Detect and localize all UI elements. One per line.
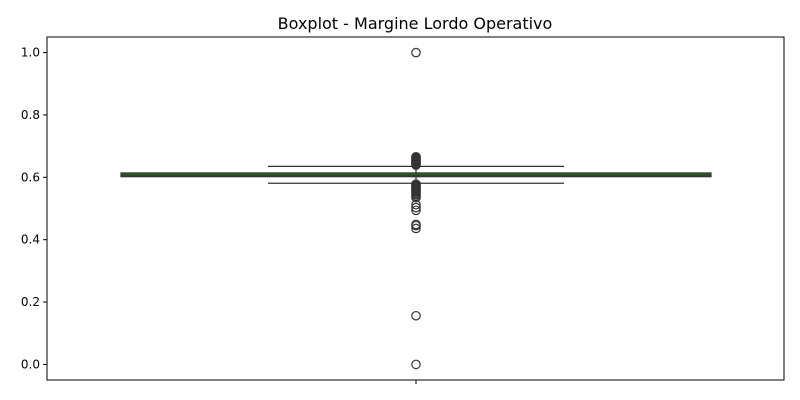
y-tick-label: 1.0 [21, 46, 40, 60]
y-tick-label: 0.0 [21, 357, 40, 371]
outlier-point [411, 220, 421, 231]
chart-title: Boxplot - Margine Lordo Operativo [278, 14, 553, 33]
outlier-point [411, 199, 421, 210]
outlier-group [411, 47, 421, 370]
outlier-point [411, 223, 421, 234]
y-tick-label: 0.8 [21, 108, 40, 122]
y-tick-label: 0.2 [21, 295, 40, 309]
y-axis: 0.0 0.2 0.4 0.6 0.8 1.0 [21, 46, 47, 371]
outlier-point [411, 310, 421, 321]
outlier-point [411, 359, 421, 370]
outlier-point [411, 160, 421, 170]
y-tick-label: 0.6 [21, 170, 40, 184]
outlier-point [411, 202, 421, 213]
y-tick-label: 0.4 [21, 233, 40, 247]
outlier-point [411, 47, 421, 58]
outlier-point [411, 205, 421, 216]
outlier-point [411, 192, 421, 203]
